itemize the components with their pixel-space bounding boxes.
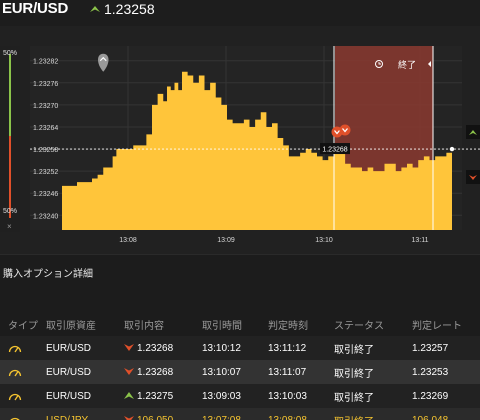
table-row[interactable]: USD/JPY 106.050 13:07:0813:08:08取引終了106.04… (0, 408, 480, 420)
table-header-row: タイプ 取引原資産 取引内容 取引時間 判定時刻 ステータス 判定レート (0, 312, 480, 336)
current-rate-label: 1.23268 (322, 147, 347, 154)
row-time: 13:07:08 (202, 408, 268, 420)
gauge-bottom-label: 50% (3, 208, 18, 215)
row-rate: 1.23268 (137, 342, 174, 354)
price-chart[interactable]: 1.23240 1.23246 1.23252 1.23258 1.23264 1.232… (0, 26, 480, 254)
row-rate: 1.23275 (137, 390, 174, 402)
chart-area[interactable]: 1.23240 1.23246 1.23252 1.23258 1.23264 1.232… (0, 26, 480, 254)
current-rate-badge (320, 143, 350, 155)
y-tick-label: 1.23246 (33, 191, 58, 198)
pin-marker-icon (98, 53, 109, 72)
gauge-top-label: 50% (3, 50, 18, 57)
down-arrow-icon (124, 416, 134, 420)
y-tick-label: 1.23252 (33, 169, 58, 176)
expiry-arrow-icon (428, 61, 431, 67)
col-status: ステータス (334, 312, 412, 336)
expiry-label: 終了 (398, 59, 416, 70)
row-asset: EUR/USD (46, 336, 124, 360)
y-tick-label: 1.23240 (33, 213, 58, 220)
row-judge-rate: 106.048 (412, 408, 480, 420)
row-status: 取引終了 (334, 360, 412, 384)
table-row[interactable]: EUR/USD 1.23268 13:10:12 13:11:12 取引終了 1.2325… (0, 336, 480, 360)
row-judge-rate: 1.23257 (412, 336, 480, 360)
row-status: 取引終了 (334, 408, 412, 420)
down-arrow-icon (124, 368, 134, 376)
row-judge-rate: 1.23253 (412, 360, 480, 384)
y-tick-label: 1.23276 (33, 81, 58, 88)
row-content: 106.050 (124, 408, 202, 420)
current-rate: 1.23258 (104, 1, 155, 17)
col-type: タイプ (0, 312, 46, 336)
gauge-bar (9, 54, 11, 218)
header: EUR/USD 1.23258 (0, 0, 480, 26)
row-asset: USD/JPY (46, 408, 124, 420)
row-rate: 106.050 (137, 414, 174, 420)
gauge-icon (8, 369, 22, 377)
table-row[interactable]: EUR/USD 1.23268 13:10:07 13:11:07 取引終了 1.2325… (0, 360, 480, 384)
table-row[interactable]: EUR/USD 1.23275 13:09:03 13:10:03 取引終了 1.2326… (0, 384, 480, 408)
up-chevron-icon (90, 6, 100, 12)
row-judge-time: 13:08:08 (268, 408, 334, 420)
row-asset: EUR/USD (46, 384, 124, 408)
row-judge-time: 13:11:12 (268, 336, 334, 360)
gauge-icon (8, 345, 22, 353)
price-area (62, 71, 452, 230)
y-tick-label: 1.23270 (33, 103, 58, 110)
side-gauge: 50% 50% (0, 46, 20, 232)
row-status: 取引終了 (334, 384, 412, 408)
row-judge-rate: 1.23269 (412, 384, 480, 408)
col-judge-rate: 判定レート (412, 312, 480, 336)
close-icon[interactable]: × (7, 222, 12, 231)
x-tick-label: 13:11 (412, 237, 429, 244)
row-time: 13:09:03 (202, 384, 268, 408)
col-asset: 取引原資産 (46, 312, 124, 336)
up-arrow-icon (124, 392, 134, 400)
high-button[interactable] (466, 125, 480, 139)
section-title: 購入オプション詳細 (3, 269, 93, 280)
row-judge-time: 13:11:07 (268, 360, 334, 384)
row-status: 取引終了 (334, 336, 412, 360)
gauge-icon (8, 393, 22, 401)
row-content: 1.23275 (124, 384, 202, 408)
col-time: 取引時間 (202, 312, 268, 336)
current-rate-dot (449, 146, 455, 152)
x-tick-label: 13:08 (119, 237, 137, 244)
divider (0, 254, 480, 255)
row-asset: EUR/USD (46, 360, 124, 384)
row-content: 1.23268 (124, 336, 202, 360)
down-arrow-icon (124, 344, 134, 352)
low-button[interactable] (466, 170, 480, 184)
col-content: 取引内容 (124, 312, 202, 336)
col-judge-time: 判定時刻 (268, 312, 334, 336)
row-time: 13:10:07 (202, 360, 268, 384)
x-tick-label: 13:09 (217, 237, 235, 244)
x-tick-label: 13:10 (315, 237, 333, 244)
row-rate: 1.23268 (137, 366, 174, 378)
clock-icon (375, 60, 383, 68)
row-time: 13:10:12 (202, 336, 268, 360)
trade-down-marker-icon (339, 124, 351, 136)
y-tick-label: 1.23264 (33, 125, 58, 132)
gauge-down-fill (9, 136, 11, 218)
asset-pair-title[interactable]: EUR/USD (2, 0, 69, 17)
row-judge-time: 13:10:03 (268, 384, 334, 408)
y-tick-label: 1.23282 (33, 59, 58, 66)
row-content: 1.23268 (124, 360, 202, 384)
history-table: タイプ 取引原資産 取引内容 取引時間 判定時刻 ステータス 判定レート EUR… (0, 312, 480, 420)
gauge-up-fill (9, 54, 11, 136)
y-tick-label: 1.23258 (33, 147, 58, 154)
gauge-icon (10, 417, 20, 420)
